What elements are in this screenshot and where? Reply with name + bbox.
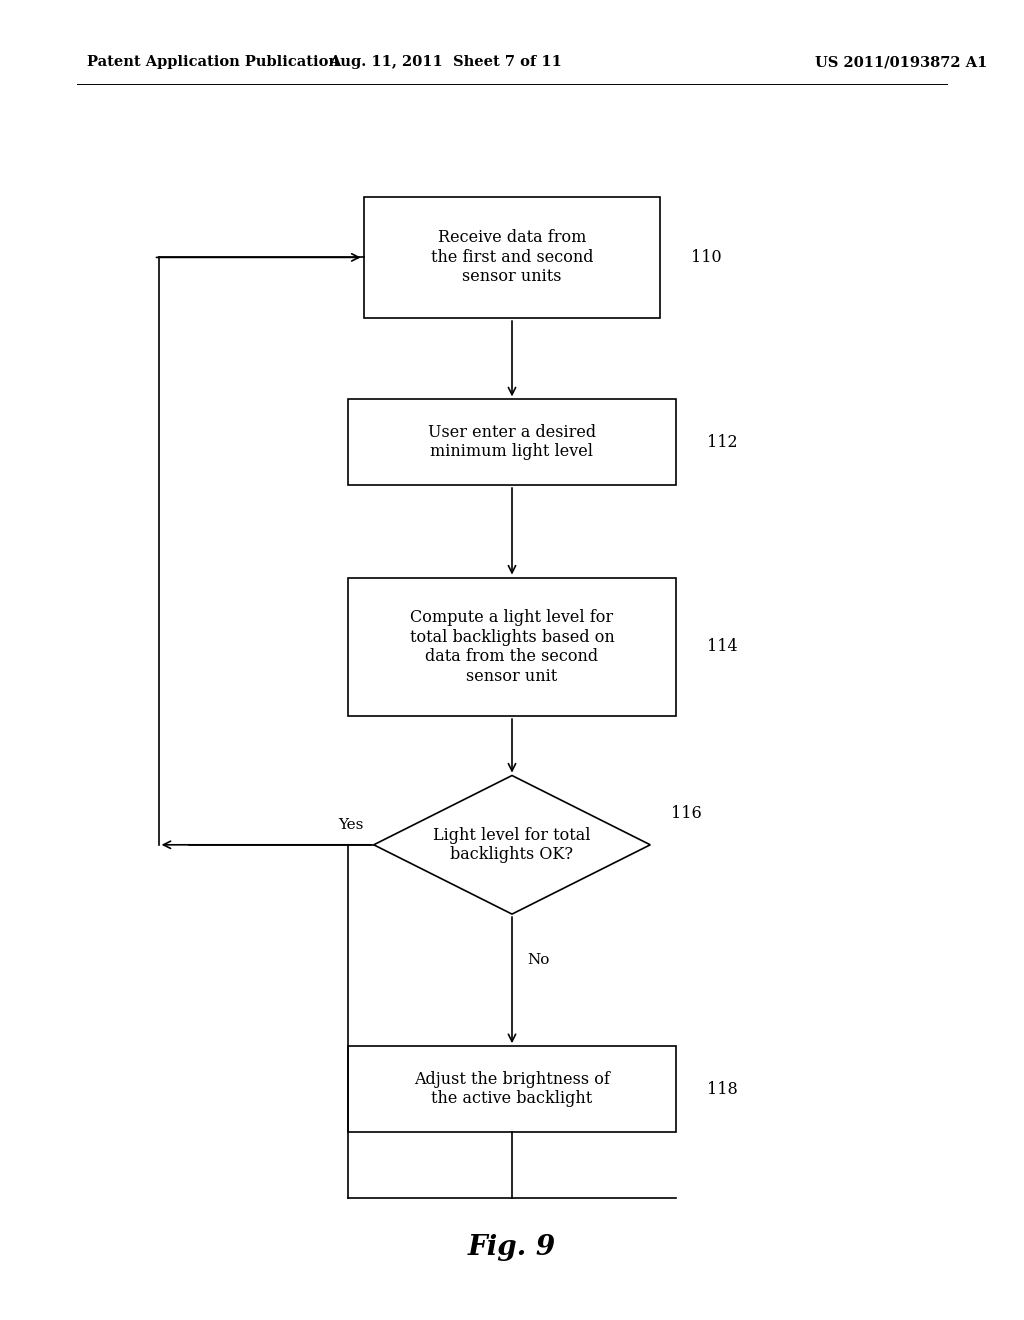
Text: Fig. 9: Fig. 9 [468,1234,556,1261]
Text: 112: 112 [707,434,737,450]
Text: US 2011/0193872 A1: US 2011/0193872 A1 [815,55,987,69]
Text: Light level for total
backlights OK?: Light level for total backlights OK? [433,826,591,863]
Text: User enter a desired
minimum light level: User enter a desired minimum light level [428,424,596,461]
Text: 118: 118 [707,1081,737,1097]
Text: 114: 114 [707,639,737,655]
Text: Yes: Yes [338,817,364,832]
Polygon shape [374,776,650,913]
Bar [348,399,676,484]
Text: Patent Application Publication: Patent Application Publication [87,55,339,69]
Text: Aug. 11, 2011  Sheet 7 of 11: Aug. 11, 2011 Sheet 7 of 11 [329,55,562,69]
Bar [348,1045,676,1133]
Text: Receive data from
the first and second
sensor units: Receive data from the first and second s… [431,230,593,285]
Text: Adjust the brightness of
the active backlight: Adjust the brightness of the active back… [414,1071,610,1107]
Text: 116: 116 [671,805,701,822]
Bar [364,197,660,318]
Bar [348,578,676,715]
Text: No: No [527,953,550,966]
Text: Compute a light level for
total backlights based on
data from the second
sensor : Compute a light level for total backligh… [410,609,614,685]
Text: 110: 110 [691,249,722,265]
